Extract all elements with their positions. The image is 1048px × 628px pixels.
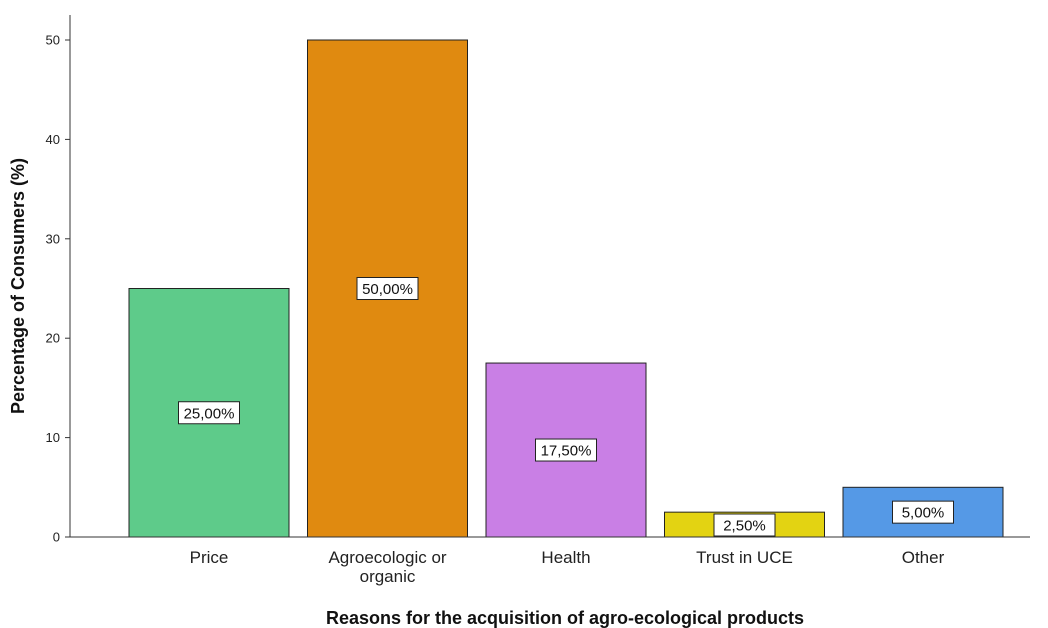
y-tick-label: 10 [46,430,60,445]
y-tick-label: 0 [53,530,60,545]
data-label-box [356,277,419,300]
bar [485,362,647,538]
y-axis-ticks: 0 10 20 30 40 50 [46,33,70,545]
y-axis-title: Percentage of Consumers (%) [8,158,28,414]
bars: 25,00% 50,00% 17,50% 2,50% 5,00% [128,39,1004,538]
x-category-label: Price [190,548,229,567]
data-label: 17,50% [541,443,592,460]
x-axis-title: Reasons for the acquisition of agro-ecol… [326,608,804,628]
x-category-label: Agroecologic or organic [328,548,446,586]
y-tick-label: 30 [46,231,60,246]
x-category-label: Health [541,548,590,567]
y-tick-label: 40 [46,132,60,147]
x-category-label: Other [902,548,945,567]
data-label: 25,00% [184,405,235,422]
data-label: 5,00% [902,505,945,522]
y-tick-label: 20 [46,331,60,346]
x-category-label: Trust in UCE [696,548,793,567]
y-tick-label: 50 [46,33,60,48]
x-axis-category-labels: Price Agroecologic or organic Health Trust i… [190,548,945,586]
data-label: 50,00% [362,281,413,298]
data-label-box [713,513,776,537]
data-label-box [535,438,597,462]
data-label-box [178,401,240,425]
data-label-box [892,500,954,524]
data-label: 2,50% [723,518,766,535]
